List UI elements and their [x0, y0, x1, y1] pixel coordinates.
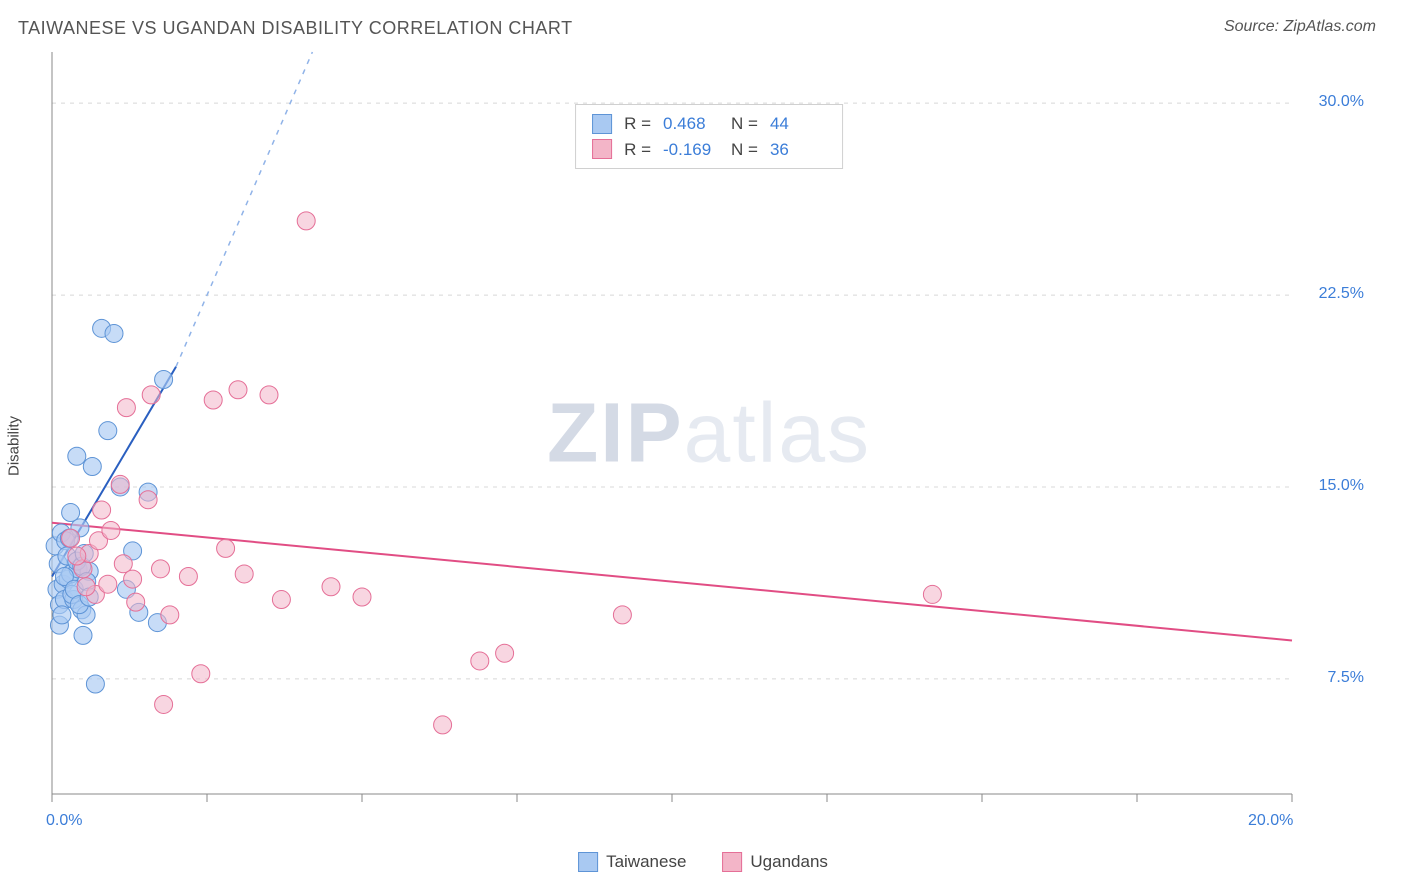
y-tick-label: 15.0% — [1319, 477, 1364, 495]
y-axis-label: Disability — [6, 416, 23, 476]
swatch-ugandans — [592, 139, 612, 159]
legend-item-taiwanese: Taiwanese — [578, 852, 686, 872]
chart-area: ZIPatlas R = 0.468 N = 44 R = -0.169 N =… — [44, 48, 1374, 818]
n-value-ugandans: 36 — [770, 137, 826, 163]
correlation-legend: R = 0.468 N = 44 R = -0.169 N = 36 — [575, 104, 843, 169]
r-value-taiwanese: 0.468 — [663, 111, 719, 137]
n-label: N = — [731, 111, 758, 137]
legend-row-taiwanese: R = 0.468 N = 44 — [592, 111, 826, 137]
r-value-ugandans: -0.169 — [663, 137, 719, 163]
swatch-ugandans — [722, 852, 742, 872]
source-attribution: Source: ZipAtlas.com — [1224, 18, 1376, 36]
x-tick-label: 0.0% — [46, 812, 82, 830]
legend-label: Ugandans — [750, 852, 828, 872]
legend-label: Taiwanese — [606, 852, 686, 872]
n-value-taiwanese: 44 — [770, 111, 826, 137]
y-tick-label: 22.5% — [1319, 285, 1364, 303]
chart-title: TAIWANESE VS UGANDAN DISABILITY CORRELAT… — [18, 18, 573, 39]
x-tick-label: 20.0% — [1248, 812, 1293, 830]
watermark-bold: ZIP — [547, 386, 684, 480]
r-label: R = — [624, 111, 651, 137]
r-label: R = — [624, 137, 651, 163]
legend-row-ugandans: R = -0.169 N = 36 — [592, 137, 826, 163]
swatch-taiwanese — [592, 114, 612, 134]
y-tick-label: 30.0% — [1319, 93, 1364, 111]
watermark-light: atlas — [684, 386, 871, 480]
swatch-taiwanese — [578, 852, 598, 872]
legend-item-ugandans: Ugandans — [722, 852, 828, 872]
series-legend: Taiwanese Ugandans — [578, 852, 828, 872]
y-tick-label: 7.5% — [1328, 669, 1364, 687]
watermark: ZIPatlas — [547, 385, 871, 482]
n-label: N = — [731, 137, 758, 163]
